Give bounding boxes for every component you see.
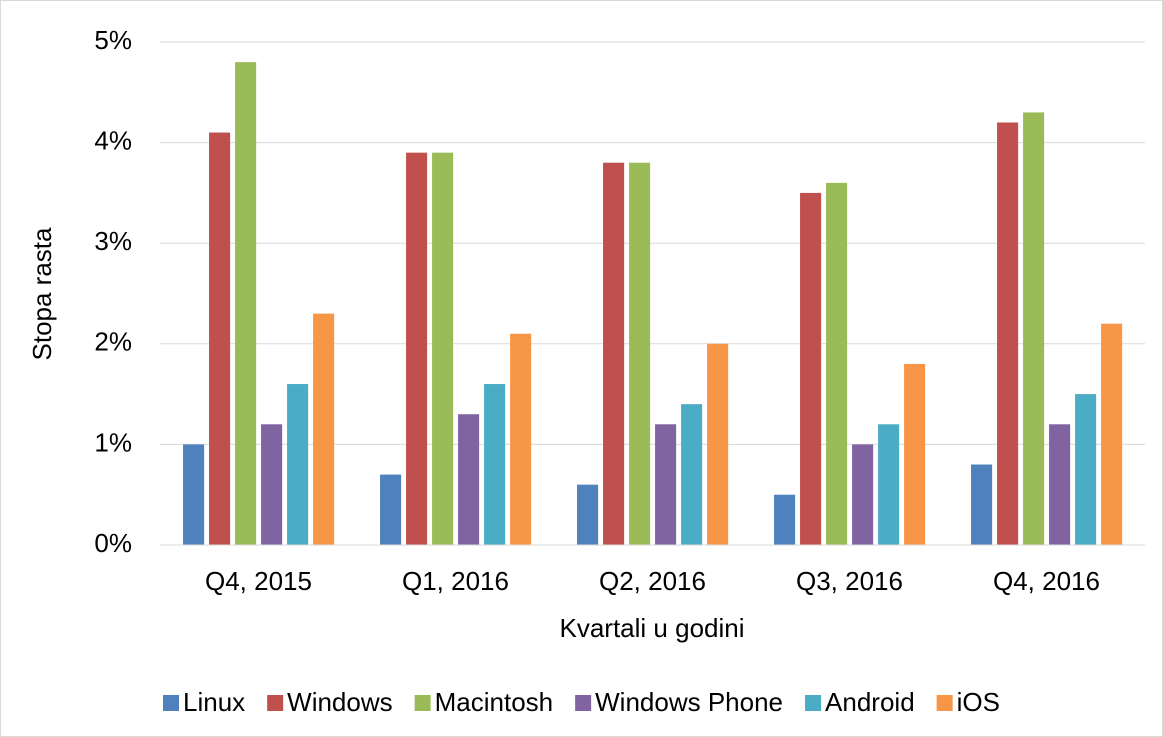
- bar: [380, 474, 402, 545]
- bar: [1101, 323, 1123, 545]
- x-tick-label: Q3, 2016: [796, 566, 903, 596]
- y-tick-label: 2%: [94, 327, 132, 357]
- bar: [852, 444, 874, 545]
- bar: [235, 62, 257, 546]
- bar: [1049, 424, 1071, 545]
- legend-label: iOS: [957, 687, 1000, 717]
- bar: [774, 494, 796, 545]
- x-axis-label: Kvartali u godini: [560, 613, 745, 643]
- bar: [313, 313, 335, 545]
- bar: [458, 414, 480, 545]
- bar: [681, 404, 703, 545]
- bar: [406, 152, 428, 545]
- legend-swatch: [414, 695, 431, 711]
- bar: [1023, 112, 1045, 546]
- bar: [577, 484, 599, 545]
- y-tick-label: 3%: [94, 226, 132, 256]
- bar: [1075, 394, 1097, 545]
- bar: [209, 132, 231, 546]
- legend-swatch: [163, 695, 179, 711]
- legend-label: Macintosh: [435, 687, 554, 717]
- bar: [510, 333, 532, 545]
- bar: [997, 122, 1019, 545]
- bar: [287, 384, 309, 545]
- bar: [432, 152, 454, 545]
- x-tick-label: Q4, 2015: [205, 566, 312, 596]
- bar: [878, 424, 900, 545]
- bar: [707, 343, 729, 545]
- bar: [971, 464, 993, 545]
- x-tick-label: Q4, 2016: [993, 566, 1100, 596]
- y-tick-label: 0%: [94, 528, 132, 558]
- bar: [655, 424, 677, 545]
- legend-label: Android: [825, 687, 915, 717]
- bar: [603, 162, 625, 545]
- y-axis-label: Stopa rasta: [27, 227, 57, 361]
- bar: [800, 192, 822, 545]
- bar: [484, 384, 506, 545]
- bar: [904, 363, 926, 545]
- legend-label: Windows: [287, 687, 392, 717]
- legend-label: Linux: [183, 687, 245, 717]
- legend-swatch: [805, 695, 822, 711]
- legend-swatch: [267, 695, 284, 711]
- bar: [629, 162, 651, 545]
- y-tick-label: 1%: [94, 427, 132, 457]
- y-tick-label: 5%: [94, 25, 132, 55]
- legend-label: Windows Phone: [595, 687, 783, 717]
- bar: [183, 444, 205, 545]
- y-tick-label: 4%: [94, 125, 132, 155]
- bar: [261, 424, 283, 545]
- legend-swatch: [575, 695, 592, 711]
- x-tick-label: Q1, 2016: [402, 566, 509, 596]
- bar: [826, 182, 848, 545]
- x-tick-label: Q2, 2016: [599, 566, 706, 596]
- legend-swatch: [936, 695, 953, 711]
